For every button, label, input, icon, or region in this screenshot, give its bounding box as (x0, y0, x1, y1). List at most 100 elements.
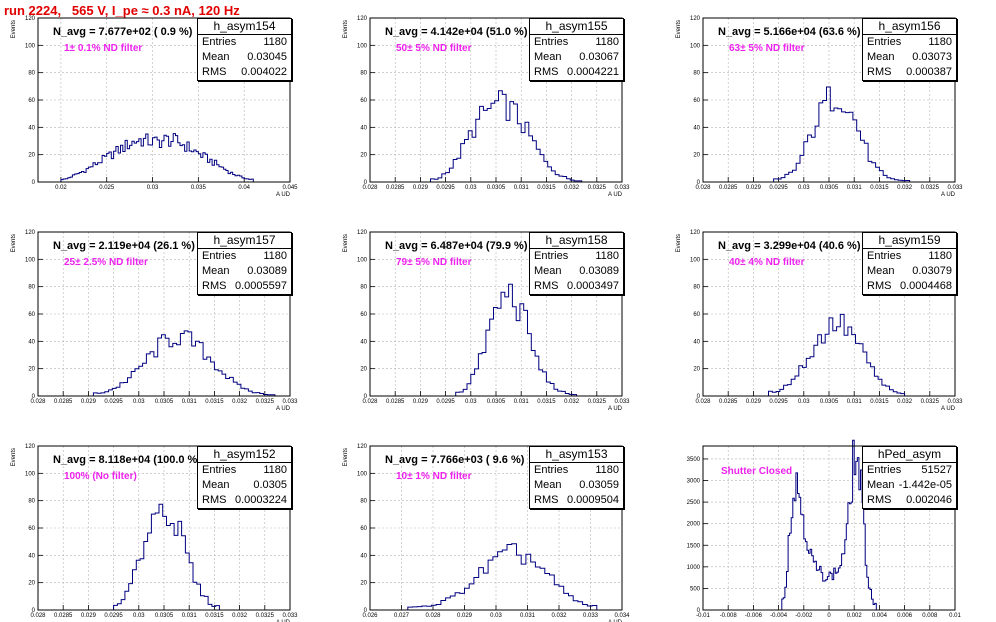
y-tick-label: 20 (693, 367, 700, 373)
stats-key: RMS (867, 66, 892, 78)
stats-key: RMS (534, 66, 559, 78)
stats-row-entries: Entries 1180 (530, 463, 623, 478)
filter-label: 63± 5% ND filter (729, 43, 805, 54)
x-tick-label: 0.0295 (104, 399, 123, 405)
x-tick-label: 0.0325 (256, 613, 275, 619)
stats-value: 0.000387 (906, 66, 952, 78)
x-tick-label: 0.0305 (820, 185, 839, 191)
y-axis-title: Events (11, 234, 17, 252)
stats-row-mean: Mean -1.442e-05 (863, 478, 956, 493)
x-tick-label: 0.0325 (588, 185, 607, 191)
y-tick-label: 100 (357, 257, 368, 263)
y-axis-title: Events (676, 20, 682, 38)
x-tick-label: 0.0285 (386, 399, 405, 405)
stats-value: 0.0305 (253, 479, 287, 491)
pad-h_asym155: 0.028 0.0285 0.029 0.0295 0.03 0.0305 0.031 0.0… (343, 16, 630, 198)
y-tick-label: 0 (364, 394, 368, 400)
plot-frame (37, 231, 291, 397)
pad-h_asym157: 0.028 0.0285 0.029 0.0295 0.03 0.0305 0.031 0.0… (11, 230, 298, 412)
x-tick-label: 0.0305 (155, 399, 174, 405)
y-tick-label: 0 (697, 394, 701, 400)
x-tick-label: 0.031 (520, 613, 536, 619)
stats-box: h_asym156 Entries 1180 Mean 0.03073 RMS 0.0003… (862, 18, 957, 81)
y-tick-label: 120 (25, 16, 36, 22)
pad-hPed_asym: -0.01 -0.008 -0.006 -0.004 -0.002 0 0.002 0.004… (687, 439, 961, 619)
x-tick-label: 0.0285 (54, 613, 73, 619)
stats-row-entries: Entries 1180 (863, 249, 956, 264)
stats-box: h_asym157 Entries 1180 Mean 0.03089 RMS 0.0005… (197, 232, 292, 295)
x-tick-label: 0.03 (147, 185, 159, 191)
x-tick-label: 0.025 (99, 185, 115, 191)
stats-key: RMS (202, 280, 227, 292)
stats-value: 1180 (928, 36, 952, 48)
stats-row-entries: Entries 1180 (863, 35, 956, 50)
stats-key: RMS (534, 280, 559, 292)
x-tick-label: 0.0315 (205, 399, 224, 405)
x-tick-label: 0.033 (614, 185, 630, 191)
stats-row-mean: Mean 0.03089 (198, 264, 291, 279)
y-tick-label: 0 (32, 180, 36, 186)
stats-key: Entries (534, 36, 569, 48)
y-tick-label: 100 (357, 471, 368, 477)
stats-value: 1180 (263, 36, 287, 48)
y-tick-label: 120 (690, 16, 701, 22)
stats-title: hPed_asym (863, 447, 956, 463)
stats-value: 0.0003497 (567, 280, 619, 292)
y-tick-label: 20 (28, 153, 35, 159)
x-axis-title: A UD (608, 192, 623, 198)
stats-key: Entries (534, 250, 569, 262)
x-tick-label: 0.031 (182, 399, 198, 405)
x-tick-label: 0.0315 (205, 613, 224, 619)
navg-label: N_avg = 8.118e+04 (100.0 %) (53, 454, 201, 466)
x-tick-label: 0.029 (746, 185, 762, 191)
stats-key: Entries (867, 464, 902, 476)
y-axis-title: Events (343, 234, 349, 252)
x-tick-label: 0.0285 (54, 399, 73, 405)
histogram-plot-h_asym154: 0.02 0.025 0.03 0.035 0.04 0.045 0 20 40 60 80 100 1… (11, 16, 298, 198)
stats-title: h_asym158 (530, 233, 623, 249)
y-tick-label: 20 (28, 581, 35, 587)
y-tick-label: 500 (690, 586, 701, 592)
y-tick-label: 40 (693, 125, 700, 131)
x-tick-label: 0.0295 (436, 399, 455, 405)
stats-row-rms: RMS 0.000387 (863, 65, 956, 80)
x-tick-label: 0.0325 (256, 399, 275, 405)
stats-title: h_asym157 (198, 233, 291, 249)
x-tick-label: 0.031 (847, 399, 863, 405)
y-tick-label: 2000 (687, 522, 701, 528)
x-tick-label: 0.032 (232, 399, 248, 405)
x-tick-label: 0.032 (897, 399, 913, 405)
stats-title: h_asym155 (530, 19, 623, 35)
y-tick-label: 40 (693, 339, 700, 345)
y-tick-label: 100 (25, 43, 36, 49)
filter-label: 100% (No filter) (64, 471, 137, 482)
histogram-plot-hPed_asym: -0.01 -0.008 -0.006 -0.004 -0.002 0 0.002 0.004… (687, 439, 961, 619)
stats-box: h_asym159 Entries 1180 Mean 0.03079 RMS 0.0004… (862, 232, 957, 295)
y-tick-label: 20 (360, 367, 367, 373)
y-tick-label: 60 (28, 526, 35, 532)
y-tick-label: 1000 (687, 565, 701, 571)
stats-value: 0.0005597 (235, 280, 287, 292)
y-axis-title: Events (343, 20, 349, 38)
x-tick-label: 0.033 (947, 399, 963, 405)
x-tick-label: 0.029 (746, 399, 762, 405)
x-tick-label: 0.004 (872, 613, 888, 619)
x-tick-label: -0.006 (745, 613, 763, 619)
stats-key: Mean (202, 479, 230, 491)
stats-key: Mean (867, 479, 895, 491)
pad-h_asym153: 0.026 0.027 0.028 0.029 0.03 0.031 0.032 0.033 0… (343, 444, 630, 622)
pad-h_asym156: 0.028 0.0285 0.029 0.0295 0.03 0.0305 0.031 0.0… (676, 16, 963, 198)
x-axis-title: A UD (941, 192, 956, 198)
y-tick-label: 40 (360, 125, 367, 131)
y-axis-title: Events (11, 448, 17, 466)
y-tick-label: 80 (360, 499, 367, 505)
y-tick-label: 40 (360, 339, 367, 345)
x-tick-label: 0.03 (133, 613, 145, 619)
x-tick-label: 0.033 (583, 613, 599, 619)
histogram-plot-h_asym157: 0.028 0.0285 0.029 0.0295 0.03 0.0305 0.031 0.0… (11, 230, 298, 412)
y-tick-label: 100 (690, 43, 701, 49)
histogram-series-line (92, 330, 276, 396)
y-tick-label: 120 (25, 230, 36, 236)
x-tick-label: 0.0295 (769, 399, 788, 405)
x-tick-label: 0.027 (394, 613, 410, 619)
